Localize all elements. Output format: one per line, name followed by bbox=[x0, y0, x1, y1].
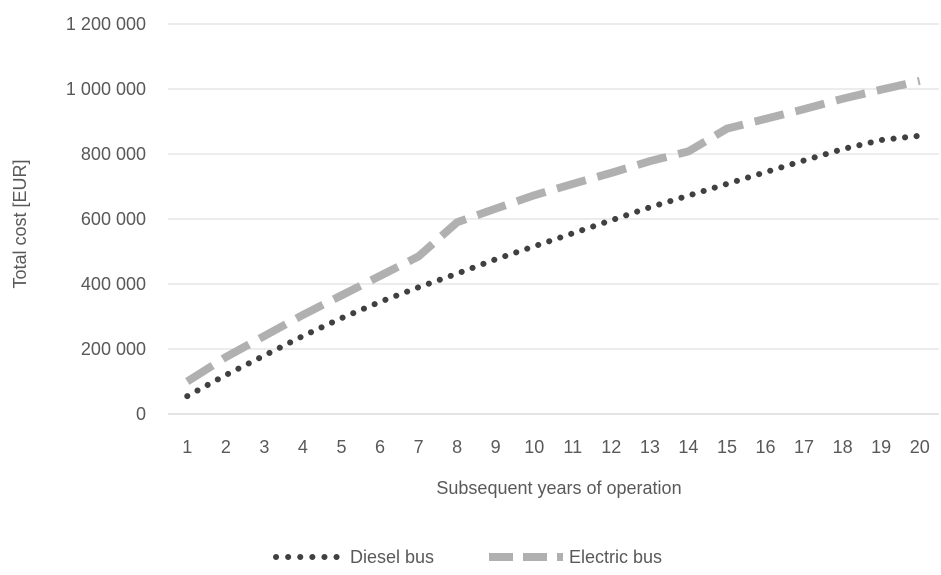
x-tick-label: 7 bbox=[414, 437, 424, 457]
x-tick-label: 13 bbox=[640, 437, 660, 457]
legend-label-electric-bus: Electric bus bbox=[569, 547, 662, 567]
x-tick-label: 6 bbox=[375, 437, 385, 457]
x-tick-label: 10 bbox=[524, 437, 544, 457]
y-axis-ticks: 0 200 000 400 000 600 000 800 000 1 000 000 1 … bbox=[66, 14, 146, 424]
x-tick-label: 8 bbox=[452, 437, 462, 457]
x-tick-label: 16 bbox=[756, 437, 776, 457]
x-tick-label: 1 bbox=[182, 437, 192, 457]
x-tick-label: 2 bbox=[221, 437, 231, 457]
gridlines bbox=[168, 23, 939, 415]
series-line-diesel-bus bbox=[184, 132, 923, 400]
y-tick-label: 1 200 000 bbox=[66, 14, 146, 34]
y-tick-label: 1 000 000 bbox=[66, 79, 146, 99]
x-tick-label: 17 bbox=[794, 437, 814, 457]
x-axis-label: Subsequent years of operation bbox=[436, 478, 681, 498]
y-tick-label: 0 bbox=[136, 404, 146, 424]
legend: Diesel bus Electric bus bbox=[273, 547, 662, 567]
x-tick-label: 19 bbox=[871, 437, 891, 457]
y-tick-label: 200 000 bbox=[81, 339, 146, 359]
x-tick-label: 14 bbox=[678, 437, 698, 457]
legend-label-diesel-bus: Diesel bus bbox=[350, 547, 434, 567]
x-tick-label: 9 bbox=[491, 437, 501, 457]
x-tick-label: 15 bbox=[717, 437, 737, 457]
y-axis-label: Total cost [EUR] bbox=[10, 159, 30, 288]
x-tick-label: 12 bbox=[601, 437, 621, 457]
x-axis-ticks: 1 2 3 4 5 6 7 8 9 10 11 12 13 14 15 16 17 18 19 20 bbox=[182, 437, 929, 457]
x-tick-label: 5 bbox=[336, 437, 346, 457]
x-tick-label: 18 bbox=[833, 437, 853, 457]
y-tick-label: 400 000 bbox=[81, 274, 146, 294]
x-tick-label: 4 bbox=[298, 437, 308, 457]
series-line-electric-bus bbox=[185, 76, 921, 385]
y-tick-label: 800 000 bbox=[81, 144, 146, 164]
x-tick-label: 11 bbox=[563, 437, 582, 457]
series-lines bbox=[184, 76, 923, 400]
y-tick-label: 600 000 bbox=[81, 209, 146, 229]
x-tick-label: 3 bbox=[259, 437, 269, 457]
x-tick-label: 20 bbox=[910, 437, 930, 457]
